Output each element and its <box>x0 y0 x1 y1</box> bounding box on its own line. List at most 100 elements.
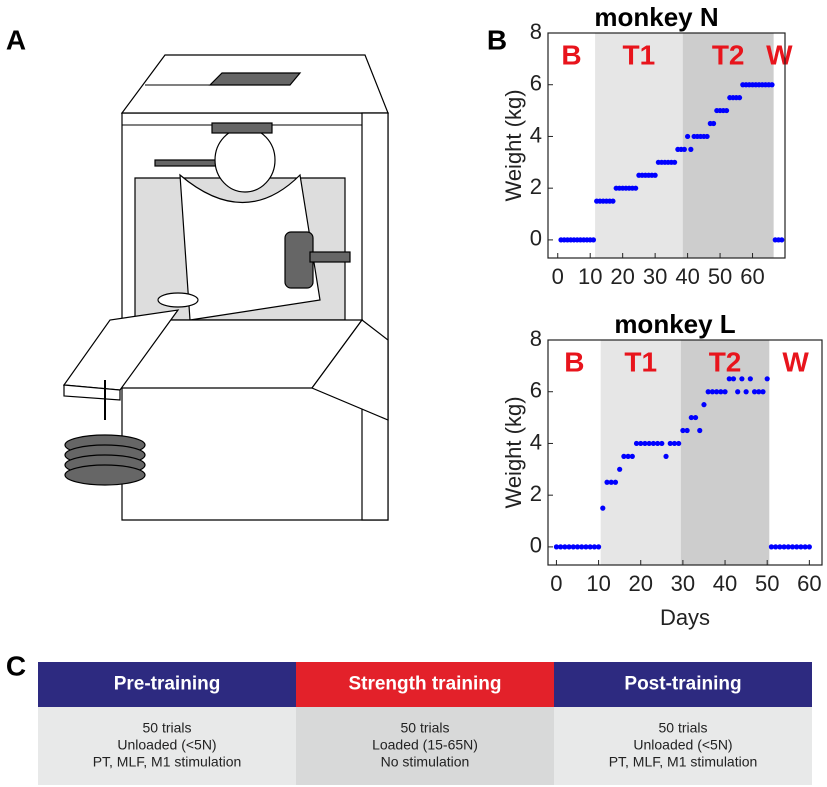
data-point <box>570 544 576 550</box>
data-point <box>802 544 808 550</box>
data-point <box>705 389 711 395</box>
y-tick-label: 2 <box>530 174 542 199</box>
phase-region <box>600 340 681 565</box>
data-point <box>773 544 779 550</box>
table-cell-line: 50 trials <box>400 720 449 736</box>
data-point <box>735 389 741 395</box>
data-point <box>685 133 691 140</box>
data-point <box>642 440 648 447</box>
data-point <box>769 82 775 88</box>
data-point <box>688 414 694 421</box>
phase-region <box>682 33 774 258</box>
data-point <box>714 389 720 395</box>
y-tick-label: 6 <box>530 378 542 403</box>
y-axis-label: Weight (kg) <box>501 396 526 508</box>
data-point <box>680 427 686 434</box>
data-point <box>638 440 644 447</box>
x-tick-label: 10 <box>586 571 610 596</box>
x-tick-label: 20 <box>628 571 652 596</box>
x-tick-label: 60 <box>740 264 764 289</box>
table-header-cell <box>554 662 812 707</box>
data-point <box>704 133 710 140</box>
data-point <box>579 544 585 550</box>
table-body-cell <box>554 707 812 785</box>
y-tick-label: 8 <box>530 19 542 44</box>
x-tick-label: 30 <box>643 264 667 289</box>
data-point <box>617 466 623 472</box>
data-point <box>723 107 730 114</box>
table-cell-line: 50 trials <box>142 720 191 736</box>
data-point <box>590 237 597 243</box>
data-point <box>562 544 568 550</box>
apparatus-drawing <box>62 54 389 521</box>
table-body-cell <box>38 707 296 785</box>
x-tick-label: 30 <box>671 571 695 596</box>
table-body-cell <box>296 707 554 785</box>
chart-title: monkey N <box>594 2 718 32</box>
x-tick-label: 10 <box>578 264 602 289</box>
y-tick-label: 6 <box>530 71 542 96</box>
table-header: Pre-training <box>114 674 221 695</box>
data-point <box>600 505 606 511</box>
data-point <box>692 414 699 421</box>
data-point <box>709 389 716 395</box>
data-point <box>595 544 602 550</box>
table-header-cell <box>38 662 296 707</box>
x-tick-label: 50 <box>708 264 732 289</box>
data-point <box>701 402 707 408</box>
table-cell-line: PT, MLF, M1 stimulation <box>609 754 758 770</box>
chart-title: monkey L <box>614 309 735 339</box>
phase-label: T1 <box>624 346 657 377</box>
data-point <box>764 376 770 382</box>
data-point <box>779 237 785 243</box>
data-point <box>781 544 787 550</box>
data-point <box>785 544 791 550</box>
data-point <box>646 440 652 447</box>
phase-label: T2 <box>712 39 745 70</box>
data-point <box>633 185 639 191</box>
x-tick-label: 50 <box>755 571 779 596</box>
data-point <box>743 389 749 395</box>
data-point <box>583 544 589 550</box>
table-header: Post-training <box>624 674 741 695</box>
table-cell-line: Unloaded (<5N) <box>633 737 732 753</box>
y-tick-label: 4 <box>530 122 542 147</box>
data-point <box>625 453 631 459</box>
data-point <box>681 146 687 152</box>
data-point <box>684 427 690 434</box>
data-point <box>574 544 581 550</box>
data-point <box>652 172 658 178</box>
data-point <box>789 544 796 550</box>
y-axis-label: Weight (kg) <box>501 89 526 201</box>
phase-region <box>680 340 770 565</box>
data-point <box>688 146 694 152</box>
data-point <box>756 389 762 395</box>
x-tick-label: 0 <box>550 571 562 596</box>
phase-label: W <box>782 346 809 377</box>
phase-label: T1 <box>623 39 656 70</box>
data-point <box>806 544 812 550</box>
data-point <box>663 453 669 459</box>
data-point <box>672 159 678 165</box>
data-point <box>612 479 619 485</box>
table-cell-line: No stimulation <box>381 754 470 770</box>
x-tick-label: 20 <box>610 264 634 289</box>
data-point <box>587 544 593 550</box>
data-point <box>659 440 665 447</box>
panel-label: C <box>6 650 26 681</box>
plot-frame <box>547 339 823 566</box>
table-cell-line: PT, MLF, M1 stimulation <box>93 754 242 770</box>
x-axis-label: Days <box>660 605 710 630</box>
table-cell-line: Loaded (15-65N) <box>372 737 478 753</box>
table-cell-line: 50 trials <box>658 720 707 736</box>
table-cell-line: Unloaded (<5N) <box>117 737 216 753</box>
data-point <box>671 440 678 447</box>
x-tick-label: 40 <box>675 264 699 289</box>
data-point <box>604 479 610 485</box>
phase-region <box>595 33 683 258</box>
y-tick-label: 4 <box>530 429 542 454</box>
panel-label: A <box>6 24 26 55</box>
data-point <box>747 376 753 382</box>
data-point <box>768 544 775 550</box>
